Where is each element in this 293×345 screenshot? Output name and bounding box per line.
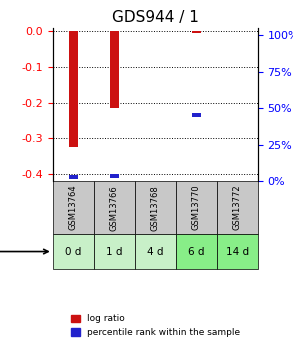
Title: GDS944 / 1: GDS944 / 1 [112, 10, 199, 25]
Text: GSM13772: GSM13772 [233, 185, 242, 230]
Text: 4 d: 4 d [147, 247, 163, 257]
FancyBboxPatch shape [53, 234, 94, 269]
Text: GSM13768: GSM13768 [151, 185, 160, 230]
Text: 14 d: 14 d [226, 247, 249, 257]
Text: GSM13766: GSM13766 [110, 185, 119, 230]
Text: GSM13770: GSM13770 [192, 185, 201, 230]
FancyBboxPatch shape [176, 181, 217, 234]
Text: GSM13764: GSM13764 [69, 185, 78, 230]
Text: 1 d: 1 d [106, 247, 122, 257]
FancyBboxPatch shape [135, 181, 176, 234]
Legend: log ratio, percentile rank within the sample: log ratio, percentile rank within the sa… [67, 311, 243, 341]
FancyBboxPatch shape [94, 181, 135, 234]
FancyBboxPatch shape [53, 181, 94, 234]
FancyBboxPatch shape [217, 234, 258, 269]
Bar [110, 31, 119, 108]
Bar [69, 175, 78, 179]
Bar [192, 31, 201, 33]
FancyBboxPatch shape [217, 181, 258, 234]
Text: 6 d: 6 d [188, 247, 205, 257]
FancyBboxPatch shape [176, 234, 217, 269]
FancyBboxPatch shape [135, 234, 176, 269]
FancyBboxPatch shape [94, 234, 135, 269]
Text: time: time [0, 247, 48, 257]
Bar [110, 174, 119, 178]
Bar [192, 114, 201, 117]
Bar [69, 31, 78, 147]
Text: 0 d: 0 d [65, 247, 81, 257]
